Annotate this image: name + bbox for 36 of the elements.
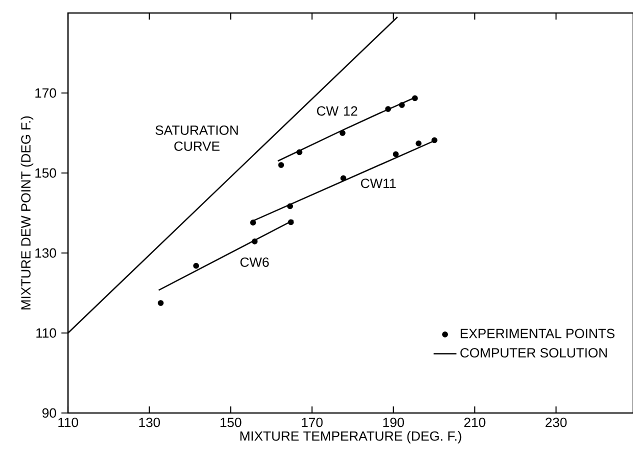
y-tick-label: 170 — [35, 88, 56, 98]
point — [158, 300, 164, 306]
point — [252, 238, 258, 244]
point — [392, 151, 399, 158]
y-tick-label: 110 — [36, 328, 56, 338]
point — [416, 140, 422, 146]
annotation: CW11 — [361, 178, 396, 188]
point — [193, 262, 200, 269]
annotation: CW6 — [240, 257, 269, 267]
x-tick-label: 110 — [58, 418, 78, 428]
point — [412, 95, 418, 102]
x-axis-title: MIXTURE TEMPERATURE (DEG. F.) — [240, 430, 462, 444]
point — [340, 130, 346, 136]
x-tick-label: 230 — [546, 418, 567, 428]
y-axis-title: MIXTURE DEW POINT (DEG F.) — [20, 116, 34, 310]
x-tick-label: 130 — [139, 418, 160, 428]
y-tick-label: 150 — [35, 168, 56, 178]
y-tick-label: 130 — [35, 248, 56, 258]
y-tick-label: 90 — [42, 408, 56, 418]
point — [250, 220, 256, 226]
point — [398, 102, 405, 108]
annotation: SATURATION CURVE — [156, 125, 238, 151]
x-tick-label: 210 — [464, 418, 486, 428]
annotation: CW 12 — [317, 106, 358, 116]
x-tick-label: 170 — [302, 418, 323, 428]
point — [278, 162, 284, 168]
legend-label: COMPUTER SOLUTION — [460, 348, 607, 358]
point — [340, 175, 346, 182]
legend-label: EXPERIMENTAL POINTS — [460, 328, 614, 338]
point — [385, 106, 392, 112]
point — [288, 219, 294, 226]
x-tick-label: 150 — [220, 418, 242, 428]
x-tick-label: 190 — [383, 418, 404, 428]
point — [432, 137, 438, 144]
point — [296, 149, 302, 156]
point — [287, 203, 293, 210]
